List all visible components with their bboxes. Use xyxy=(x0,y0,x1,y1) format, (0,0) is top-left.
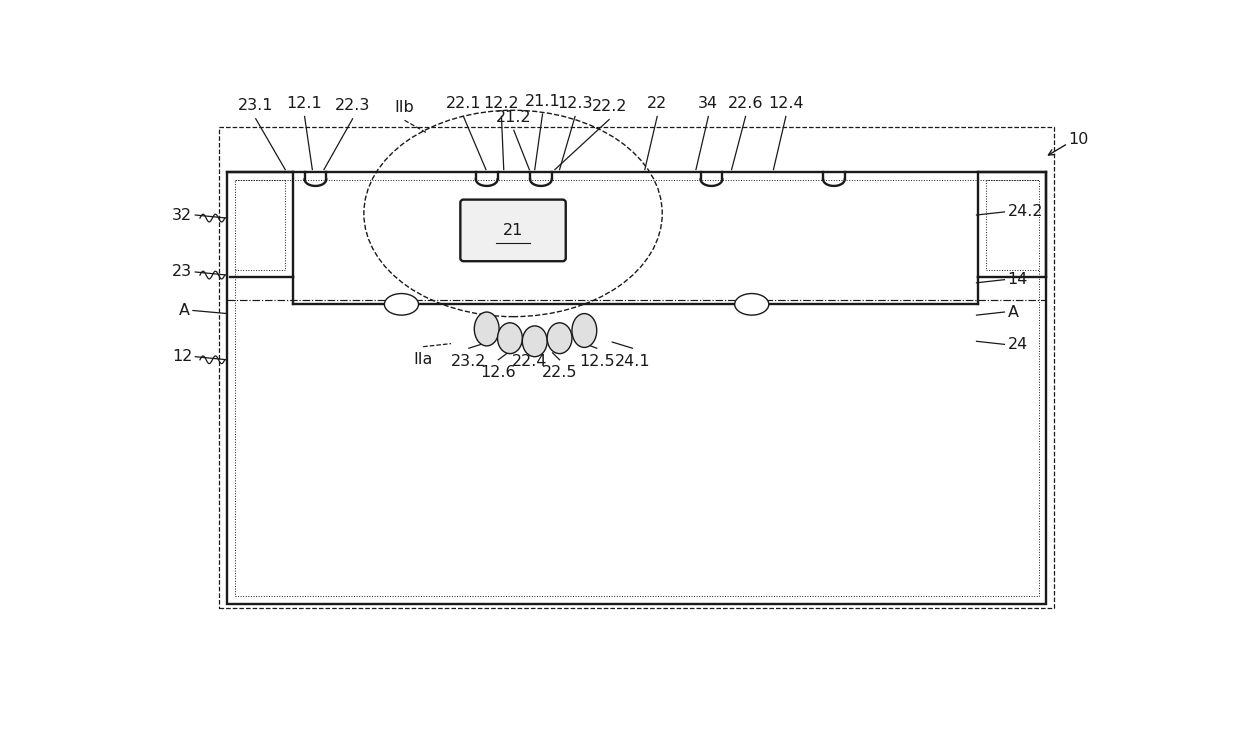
Text: 23: 23 xyxy=(172,265,192,279)
FancyBboxPatch shape xyxy=(460,199,565,261)
Text: 24.2: 24.2 xyxy=(1008,205,1043,219)
Text: 21.2: 21.2 xyxy=(496,110,532,125)
Bar xyxy=(234,180,1039,596)
Text: 12.2: 12.2 xyxy=(484,96,520,111)
Text: 23.2: 23.2 xyxy=(451,353,486,369)
Bar xyxy=(227,172,1047,604)
Text: 21: 21 xyxy=(503,223,523,238)
Text: 23.1: 23.1 xyxy=(238,98,274,114)
Text: A: A xyxy=(1008,304,1018,320)
Text: IIb: IIb xyxy=(394,100,414,115)
Text: 12.5: 12.5 xyxy=(579,353,615,369)
Ellipse shape xyxy=(522,326,547,357)
Text: IIa: IIa xyxy=(413,352,433,367)
Text: 12.3: 12.3 xyxy=(557,96,593,111)
Text: 12: 12 xyxy=(172,349,192,364)
Text: 12.6: 12.6 xyxy=(481,365,516,380)
Text: 21.1: 21.1 xyxy=(525,94,560,108)
Bar xyxy=(218,128,1054,608)
Ellipse shape xyxy=(547,323,572,353)
Text: 32: 32 xyxy=(172,207,192,223)
Text: 24.1: 24.1 xyxy=(615,353,650,369)
Text: 34: 34 xyxy=(698,96,718,111)
Text: 12.1: 12.1 xyxy=(286,96,322,111)
Text: 22: 22 xyxy=(647,96,667,111)
Text: 12.4: 12.4 xyxy=(768,96,804,111)
Text: 22.5: 22.5 xyxy=(542,365,578,380)
Text: 22.1: 22.1 xyxy=(445,96,481,111)
Ellipse shape xyxy=(735,293,769,315)
Text: 14: 14 xyxy=(1008,272,1028,287)
Text: 24: 24 xyxy=(1008,337,1028,352)
Ellipse shape xyxy=(384,293,419,315)
Text: 22.2: 22.2 xyxy=(591,99,627,114)
Ellipse shape xyxy=(572,314,596,347)
Text: 22.4: 22.4 xyxy=(512,353,547,369)
Text: 10: 10 xyxy=(1068,132,1089,147)
Ellipse shape xyxy=(475,312,498,346)
Text: 22.3: 22.3 xyxy=(335,98,371,114)
Text: 22.6: 22.6 xyxy=(728,96,764,111)
Text: A: A xyxy=(179,303,190,318)
Ellipse shape xyxy=(497,323,522,353)
